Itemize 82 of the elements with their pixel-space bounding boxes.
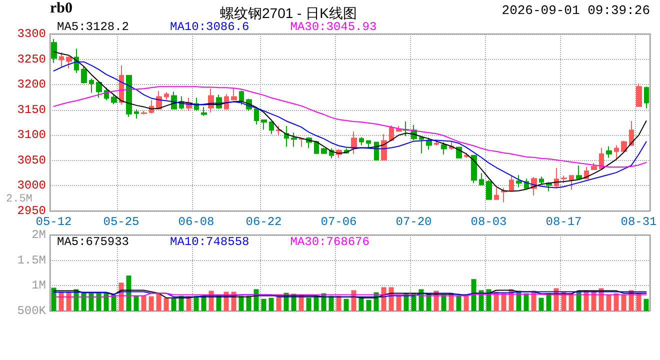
y-tick-label: 2950 bbox=[17, 204, 46, 218]
candlestick bbox=[96, 82, 102, 98]
candlestick bbox=[51, 38, 57, 64]
candlestick bbox=[321, 147, 327, 154]
candlestick bbox=[239, 90, 244, 106]
candlestick bbox=[299, 138, 304, 148]
candlestick bbox=[231, 88, 237, 101]
candlestick bbox=[486, 180, 492, 200]
y-tick-label: 3300 bbox=[17, 27, 46, 41]
series-label: MA5:3128.2 bbox=[57, 20, 130, 34]
y-tick-label: 3150 bbox=[17, 102, 46, 117]
chart-title: 螺纹钢2701 - 日K线图 bbox=[220, 5, 357, 21]
y-tick-label: 1M bbox=[32, 278, 46, 293]
candlestick bbox=[509, 175, 514, 191]
candlestick bbox=[269, 120, 274, 135]
candlestick bbox=[314, 141, 319, 154]
candlestick bbox=[254, 107, 259, 126]
x-tick-label: 05-25 bbox=[103, 215, 140, 229]
candlestick bbox=[644, 86, 649, 109]
candlestick bbox=[441, 142, 447, 155]
candlestick bbox=[471, 154, 477, 184]
candlestick bbox=[494, 187, 499, 200]
y-tick-label: 3200 bbox=[17, 78, 46, 92]
text: MA30:768676 bbox=[290, 235, 370, 249]
text: MA10:748558 bbox=[170, 235, 250, 249]
text: MA30:3045.93 bbox=[290, 20, 377, 34]
y-tick-label: 3250 bbox=[17, 52, 46, 66]
text: MA5:675933 bbox=[57, 235, 130, 249]
candlestick bbox=[621, 140, 627, 152]
y-tick-label: 3050 bbox=[17, 153, 46, 168]
candlestick bbox=[539, 176, 544, 186]
candlestick bbox=[606, 146, 612, 158]
y-tick-label: 3000 bbox=[17, 178, 46, 193]
candlestick bbox=[479, 172, 484, 186]
candlestick bbox=[629, 120, 634, 146]
text: rb0 bbox=[50, 0, 72, 16]
candlestick bbox=[636, 83, 642, 107]
candlestick bbox=[599, 147, 604, 170]
x-tick-label: 05-12 bbox=[36, 215, 72, 229]
candlestick bbox=[591, 162, 597, 171]
x-tick-label: 07-20 bbox=[396, 215, 432, 229]
x-tick-label: 08-31 bbox=[620, 215, 657, 229]
candlestick bbox=[351, 131, 357, 154]
text: MA10:3086.6 bbox=[170, 20, 250, 34]
candlestick bbox=[456, 146, 462, 159]
x-tick-label: 06-08 bbox=[178, 215, 214, 229]
candlestick bbox=[419, 137, 424, 154]
candlestick bbox=[426, 137, 432, 150]
candlestick bbox=[291, 132, 297, 148]
candlestick bbox=[614, 144, 619, 160]
candlestick bbox=[164, 92, 169, 100]
candlestick bbox=[224, 94, 229, 110]
candlestick bbox=[111, 94, 117, 105]
x-tick-label: 08-03 bbox=[470, 215, 507, 229]
line-series bbox=[53, 86, 647, 168]
candlestick bbox=[126, 74, 132, 118]
text: 2026-09-01 09:39:26 bbox=[502, 3, 650, 18]
candlestick bbox=[81, 66, 87, 84]
y-tick-label: 500K bbox=[17, 304, 47, 318]
candlestick bbox=[561, 175, 567, 184]
y-tick-label: 2M bbox=[32, 228, 46, 242]
x-tick-label: 06-22 bbox=[246, 215, 282, 229]
candlestick bbox=[261, 119, 267, 130]
candlestick bbox=[366, 140, 371, 149]
y-tick-label: 1.5M bbox=[17, 253, 46, 268]
candlestick bbox=[201, 106, 207, 116]
candlestick bbox=[576, 164, 582, 180]
text: 2.5M bbox=[6, 194, 32, 206]
x-tick-label: 07-06 bbox=[320, 215, 357, 229]
candlestick bbox=[141, 110, 147, 115]
candlestick bbox=[359, 136, 364, 146]
candlestick bbox=[59, 52, 64, 68]
candlestick bbox=[134, 108, 139, 119]
x-tick-label: 08-17 bbox=[546, 215, 582, 229]
y-tick-label: 3100 bbox=[17, 128, 46, 142]
candlestick bbox=[569, 174, 574, 190]
candlestick bbox=[284, 126, 289, 148]
candlestick bbox=[276, 126, 282, 136]
candlestick bbox=[516, 174, 522, 188]
candlestick bbox=[66, 56, 72, 69]
candlestick bbox=[89, 78, 94, 94]
candlestick bbox=[554, 168, 559, 188]
